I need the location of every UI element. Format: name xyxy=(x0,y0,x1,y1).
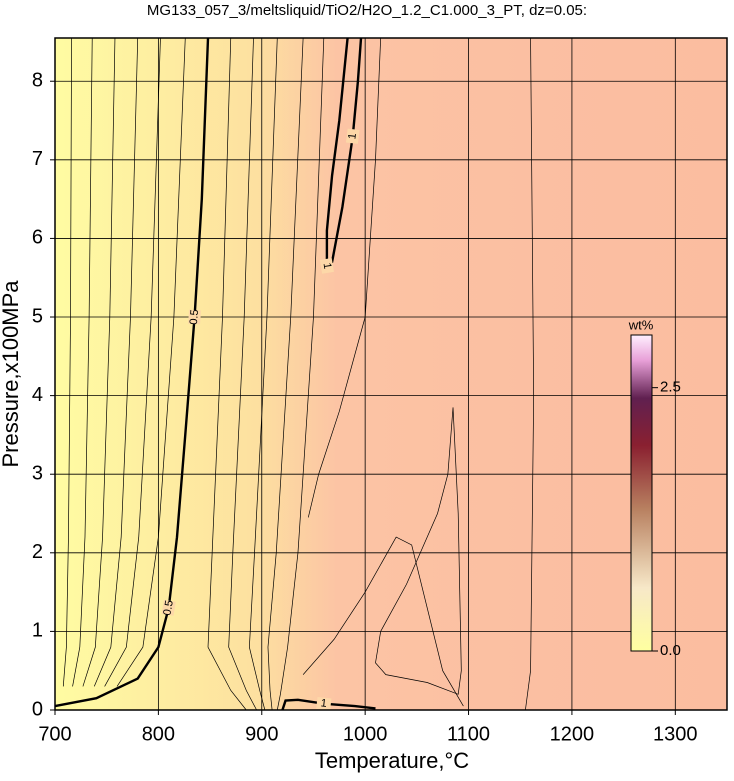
x-tick-label: 1300 xyxy=(653,723,698,745)
contour-label: 0.5 xyxy=(188,309,201,325)
y-tick-label: 8 xyxy=(32,70,43,92)
plot-background xyxy=(55,38,727,710)
contour-line xyxy=(62,37,72,687)
chart-title: MG133_057_3/meltsliquid/TiO2/H2O_1.2_C1.… xyxy=(147,2,587,19)
contour-label-bg xyxy=(188,309,202,325)
y-tick-label: 7 xyxy=(32,148,43,170)
grid xyxy=(54,38,727,711)
x-tick-label: 1100 xyxy=(447,723,490,745)
contour-label-bg xyxy=(316,696,332,711)
contour-line xyxy=(93,37,139,687)
x-tick-label: 700 xyxy=(38,723,71,745)
contour-label-bg xyxy=(161,599,176,616)
y-tick-label: 5 xyxy=(32,305,43,327)
y-tick-label: 3 xyxy=(32,462,43,484)
x-tick-label: 1000 xyxy=(343,723,388,745)
x-tick-label: 900 xyxy=(245,723,278,745)
y-tick-label: 1 xyxy=(32,620,43,642)
x-tick-label: 1200 xyxy=(550,723,595,745)
plot-frame xyxy=(54,37,728,711)
colorbar-tick-label: 0.0 xyxy=(660,642,681,659)
colorbar-label: wt% xyxy=(628,317,654,332)
contour-labels: 0.5 0.5 1 1 1 xyxy=(161,128,360,711)
contour-line xyxy=(375,407,462,695)
contour-line-bold xyxy=(281,698,376,711)
colorbar-tick-label: 2.5 xyxy=(660,379,681,396)
x-tick-label: 800 xyxy=(142,723,175,745)
contour-line xyxy=(104,37,161,687)
colorbar-scale xyxy=(630,334,653,652)
contour-line xyxy=(276,37,325,711)
contour-label: 1 xyxy=(320,697,327,710)
y-axis-title: Pressure,x100MPa xyxy=(0,280,23,468)
contour-line xyxy=(207,37,247,711)
y-tick-label: 0 xyxy=(32,698,43,720)
x-axis-title: Temperature,°C xyxy=(315,748,469,773)
contour-line xyxy=(267,37,304,711)
contour-line xyxy=(249,37,278,711)
contour-label-bg xyxy=(345,128,360,144)
colorbar: wt% 0.0 2.5 xyxy=(628,317,681,659)
contour-line xyxy=(72,37,93,687)
contour-label: 1 xyxy=(321,262,334,270)
contour-line xyxy=(525,37,535,711)
y-tick-label: 4 xyxy=(32,384,43,406)
contour-line xyxy=(82,37,116,687)
contour-label: 0.5 xyxy=(161,599,175,616)
contour-line xyxy=(307,37,382,518)
contour-label: 1 xyxy=(346,132,359,140)
contours xyxy=(54,37,535,711)
y-tick-label: 2 xyxy=(32,541,43,563)
contour-line xyxy=(116,37,186,687)
contour-line xyxy=(228,37,257,711)
contour-line-bold xyxy=(54,37,210,708)
y-tick-label: 6 xyxy=(32,227,43,249)
contour-label-bg xyxy=(319,258,334,274)
contour-line xyxy=(302,536,464,707)
